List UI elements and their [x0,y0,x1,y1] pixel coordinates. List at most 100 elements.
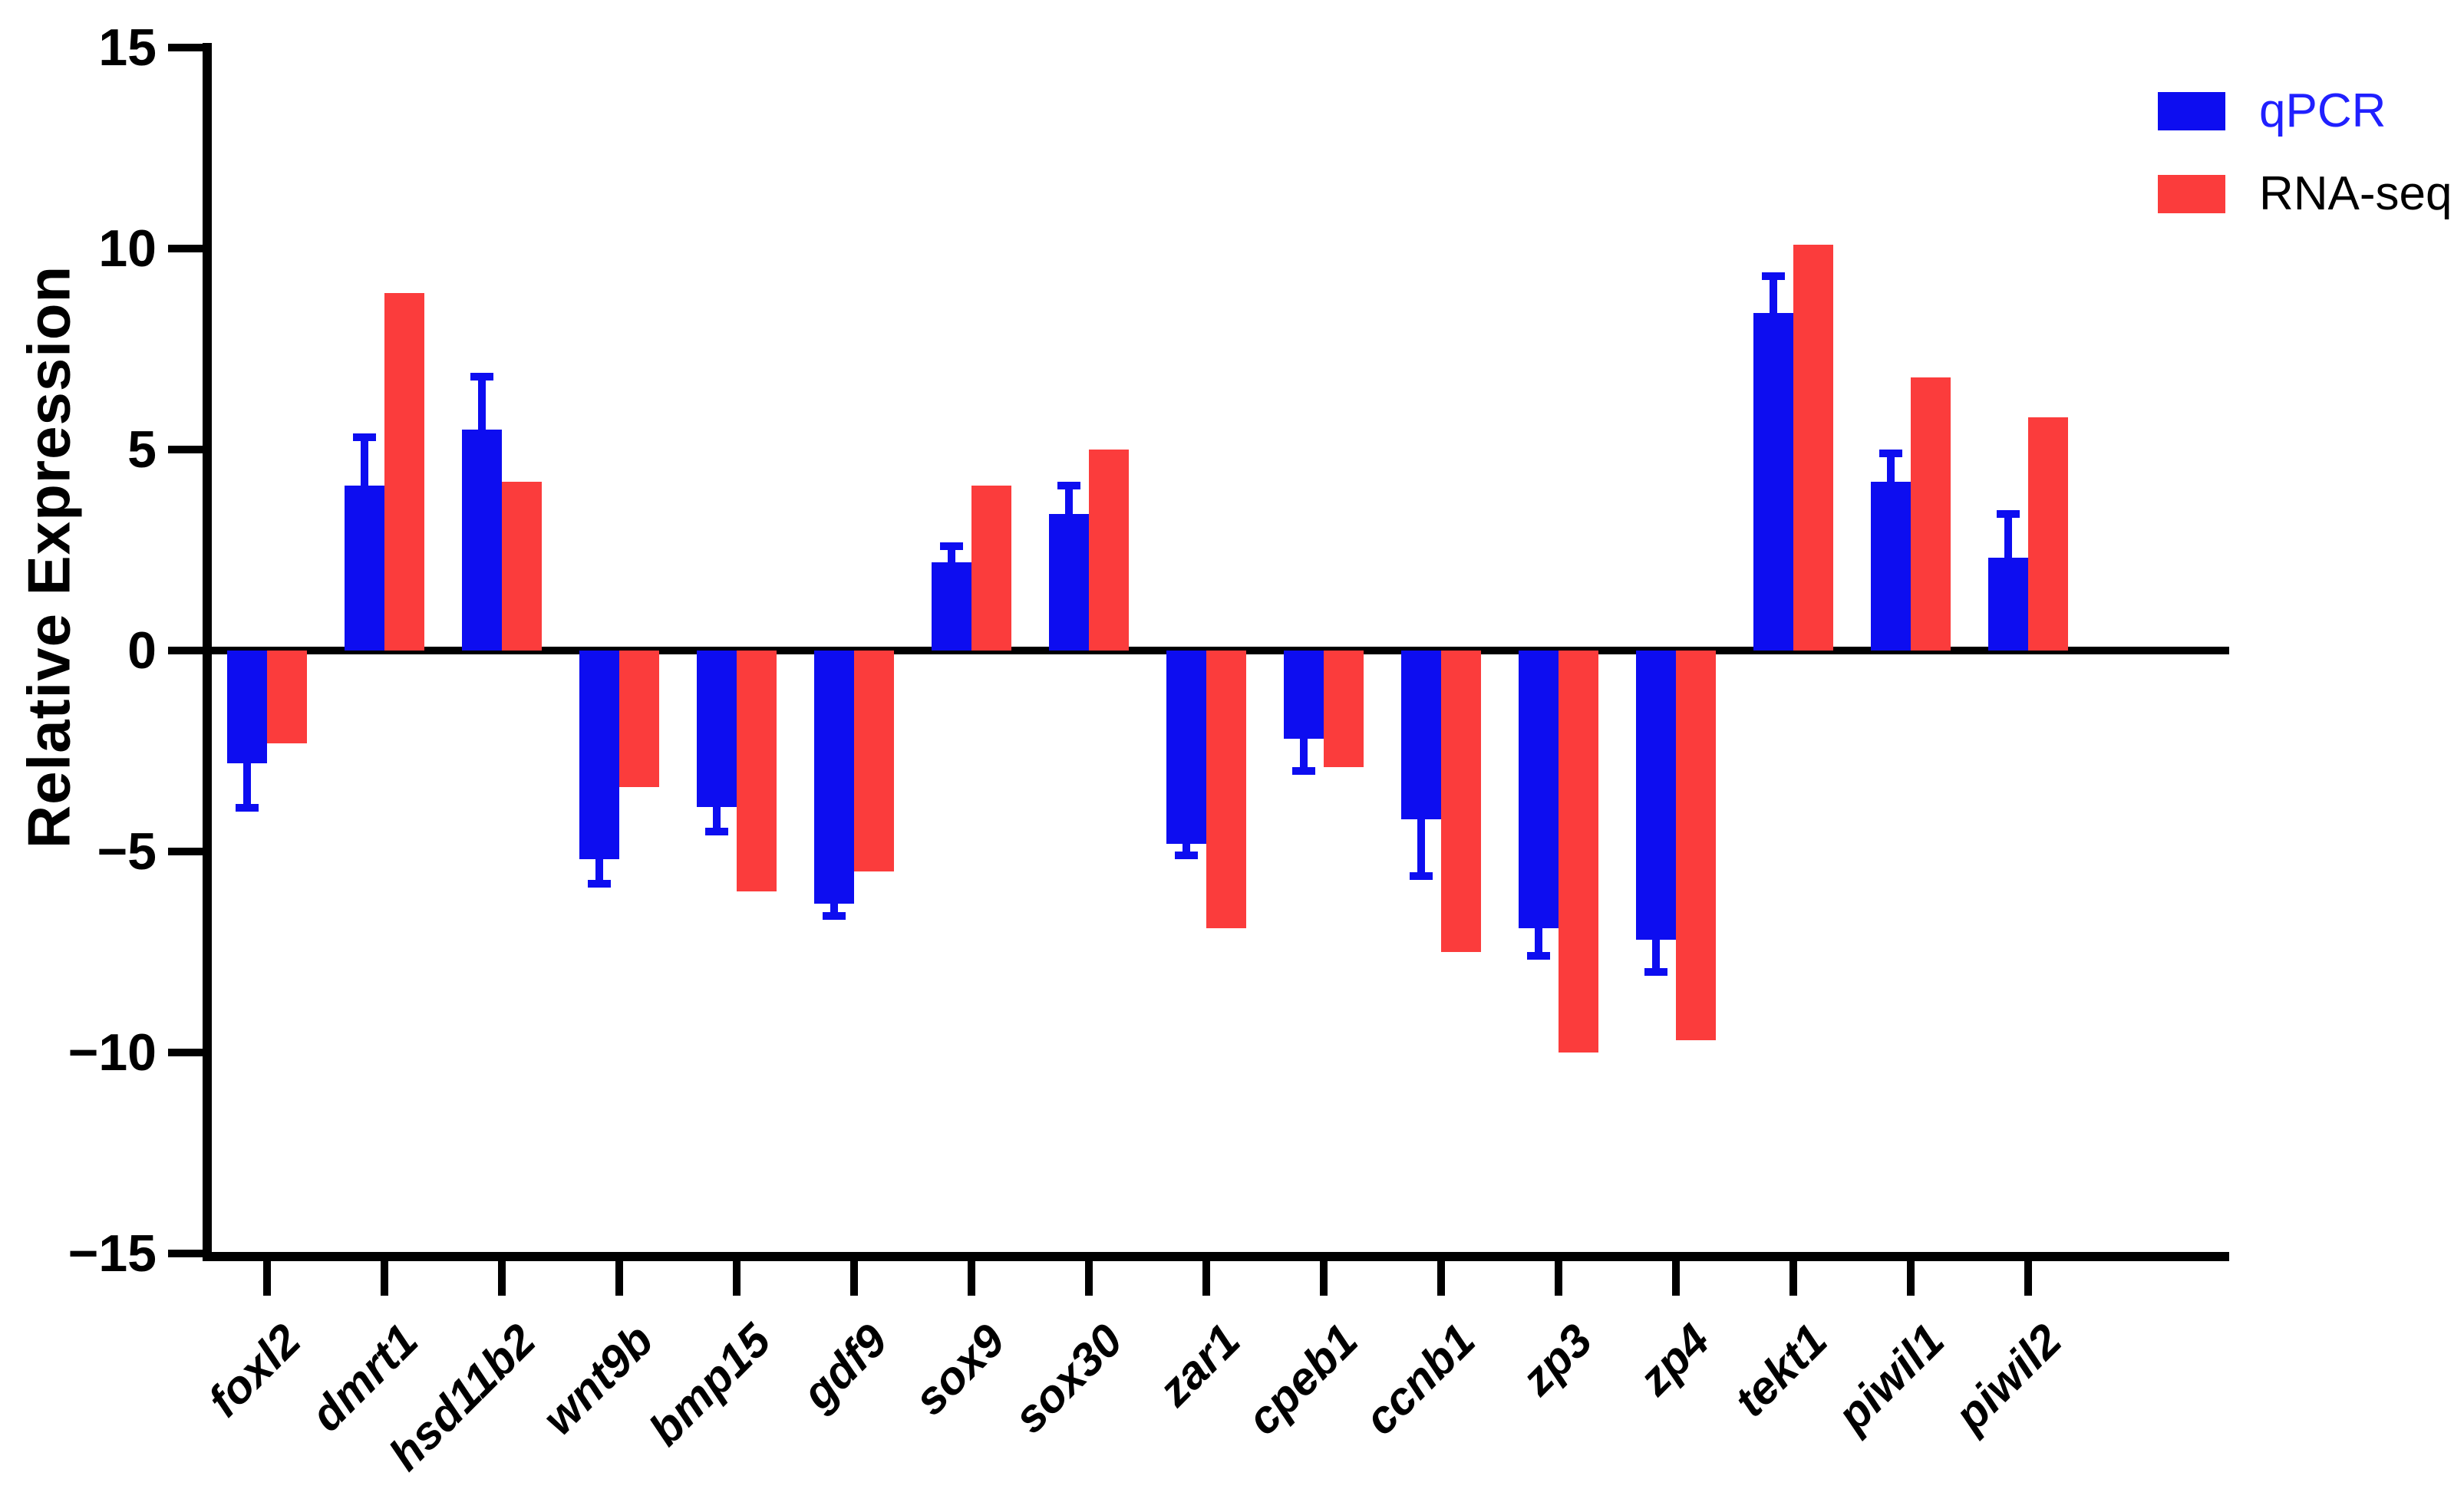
error-bar-zar1 [1183,843,1190,860]
x-tick [2024,1261,2032,1296]
x-axis-label-sox9: sox9 [904,1314,1015,1425]
x-tick [1555,1261,1562,1296]
bar-rnaseq-zar1 [1206,651,1246,928]
x-tick [968,1261,975,1296]
error-bar-dmrt1 [361,433,368,486]
bar-qpcr-tekt1 [1753,312,1793,651]
error-bar-sox9 [948,542,955,562]
y-tick [168,647,203,654]
bar-rnaseq-cpeb1 [1324,651,1364,767]
y-tick [168,446,203,453]
bar-rnaseq-wnt9b [619,651,659,788]
x-tick [263,1261,271,1296]
y-tick [168,44,203,51]
x-axis-label-tekt1: tekt1 [1724,1314,1837,1427]
bar-rnaseq-piwil1 [1911,377,1951,651]
error-bar-piwil1 [1887,450,1895,482]
error-bar-cap-bmp15 [705,828,728,836]
y-tick-label: 10 [98,219,157,278]
x-axis-label-zp4: zp4 [1628,1314,1720,1405]
bar-rnaseq-sox9 [971,486,1011,651]
rnaseq-legend-swatch [2158,175,2225,213]
bar-qpcr-foxl2 [227,651,267,763]
x-axis-label-piwil2: piwil2 [1944,1314,2072,1441]
error-bar-ccnb1 [1417,819,1425,880]
bar-qpcr-sox9 [932,562,971,651]
legend-item-rnaseq: RNA-seq [2158,170,2452,218]
y-tick-label: 5 [127,420,157,479]
error-bar-zp4 [1652,940,1660,977]
error-bar-cpeb1 [1300,739,1308,776]
error-bar-tekt1 [1770,272,1777,313]
bar-rnaseq-piwil2 [2028,417,2068,651]
bar-qpcr-zp3 [1519,651,1559,928]
error-bar-cap-sox9 [940,542,963,550]
error-bar-gdf9 [830,904,838,921]
error-bar-hsd11b2 [478,373,486,430]
x-tick [1202,1261,1210,1296]
bar-qpcr-cpeb1 [1284,651,1324,740]
error-bar-cap-foxl2 [236,803,259,812]
bar-qpcr-dmrt1 [345,486,384,651]
error-bar-wnt9b [595,859,603,888]
x-tick [1437,1261,1445,1296]
x-axis-label-sox30: sox30 [1003,1314,1133,1443]
x-tick [498,1261,506,1296]
x-tick [733,1261,741,1296]
x-axis-label-gdf9: gdf9 [792,1314,898,1420]
x-axis-label-bmp15: bmp15 [638,1314,780,1456]
x-tick [1085,1261,1093,1296]
x-axis-label-wnt9b: wnt9b [532,1314,663,1445]
bar-qpcr-sox30 [1049,513,1089,651]
bar-rnaseq-gdf9 [854,651,894,872]
bar-rnaseq-sox30 [1089,450,1129,651]
bar-qpcr-wnt9b [579,651,619,860]
bar-rnaseq-hsd11b2 [502,481,542,651]
error-bar-cap-zp3 [1527,952,1550,960]
bar-qpcr-piwil1 [1871,481,1911,651]
x-tick [1320,1261,1328,1296]
error-bar-cap-gdf9 [823,912,846,921]
qpcr-legend-label: qPCR [2259,84,2386,137]
x-tick [615,1261,623,1296]
bar-rnaseq-foxl2 [267,651,307,743]
bar-rnaseq-dmrt1 [384,292,424,651]
error-bar-sox30 [1065,481,1073,514]
bar-qpcr-zp4 [1636,651,1676,941]
x-axis-label-zar1: zar1 [1148,1314,1250,1416]
error-bar-piwil2 [2004,509,2012,558]
y-tick-label: −5 [97,822,157,881]
bar-rnaseq-tekt1 [1793,244,1833,651]
bar-rnaseq-zp4 [1676,651,1716,1041]
x-tick [1789,1261,1797,1296]
y-tick [168,848,203,855]
error-bar-cap-cpeb1 [1292,767,1315,776]
y-tick [168,245,203,252]
legend-item-qpcr: qPCR [2158,87,2386,135]
bar-qpcr-ccnb1 [1401,651,1441,820]
x-tick [1672,1261,1680,1296]
x-axis-label-piwil1: piwil1 [1827,1314,1954,1441]
bar-qpcr-hsd11b2 [462,429,502,651]
y-tick-label: −15 [68,1224,157,1283]
y-tick [168,1049,203,1056]
error-bar-cap-wnt9b [588,880,611,888]
error-bar-bmp15 [713,807,721,836]
error-bar-cap-ccnb1 [1410,871,1433,880]
bar-qpcr-piwil2 [1988,558,2028,651]
x-tick [1907,1261,1915,1296]
bar-rnaseq-bmp15 [737,651,777,892]
x-tick [381,1261,388,1296]
qpcr-legend-swatch [2158,92,2225,130]
x-axis-label-ccnb1: ccnb1 [1354,1314,1485,1445]
x-axis-baseline [203,1252,2229,1261]
error-bar-cap-dmrt1 [353,433,376,442]
error-bar-zp3 [1535,927,1542,960]
error-bar-cap-piwil1 [1879,450,1902,457]
bar-rnaseq-zp3 [1559,651,1598,1053]
x-axis-label-cpeb1: cpeb1 [1236,1314,1367,1445]
y-tick-label: 0 [127,621,157,680]
bar-qpcr-bmp15 [697,651,737,808]
y-axis-title: Relative Expression [15,265,83,849]
bar-qpcr-gdf9 [814,651,854,904]
